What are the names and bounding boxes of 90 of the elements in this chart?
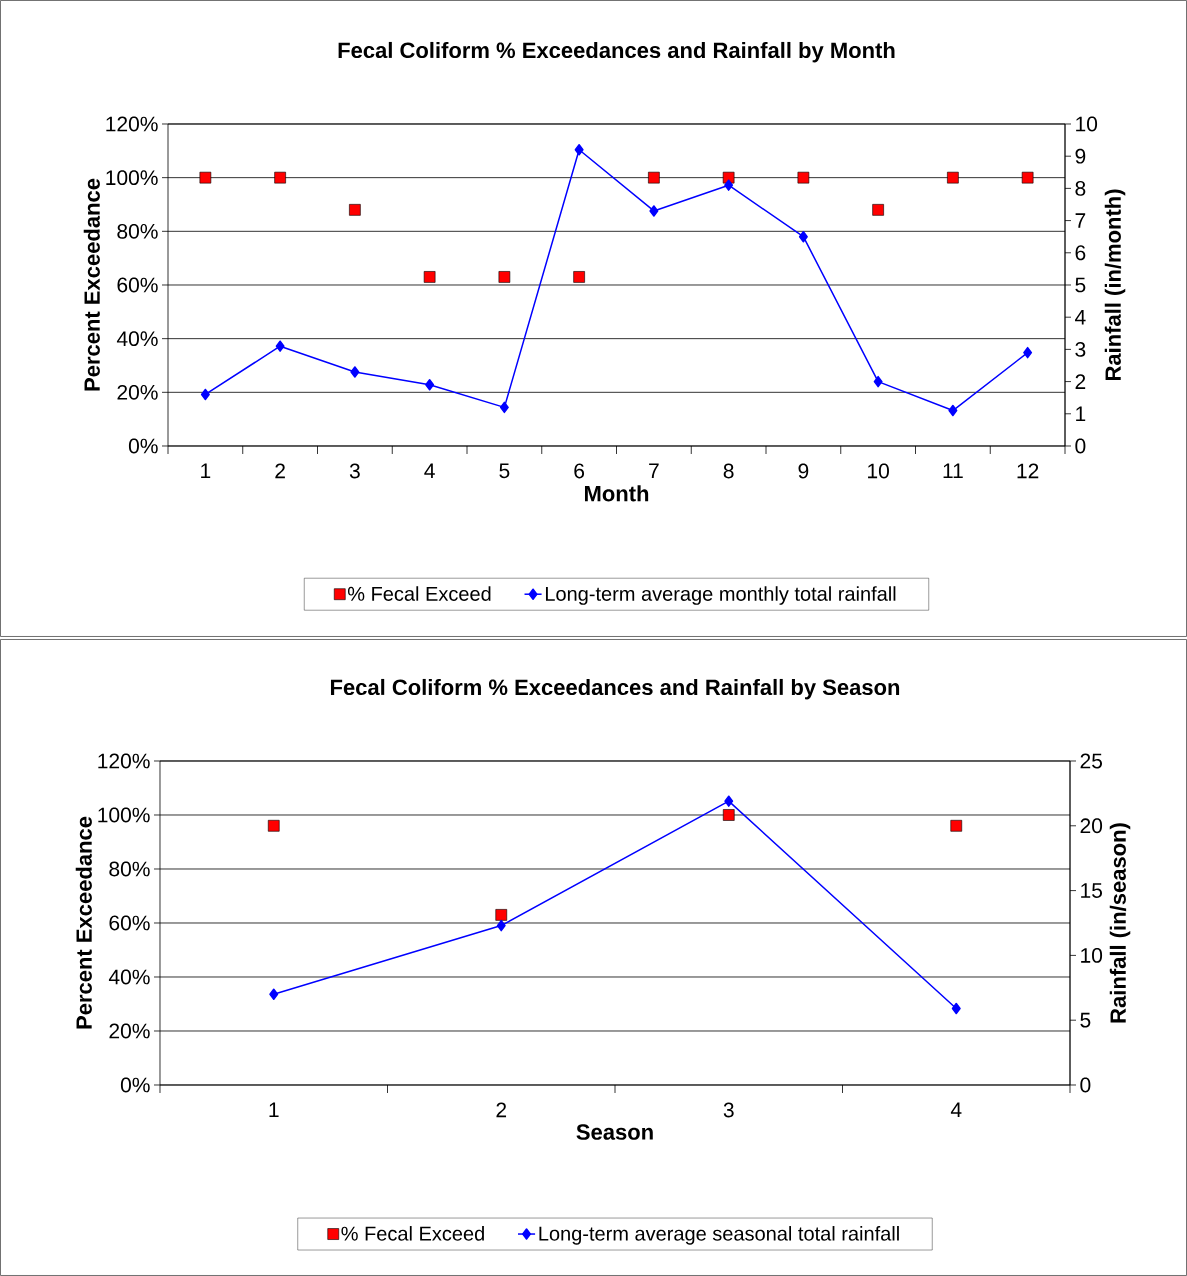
point bbox=[350, 366, 360, 378]
point bbox=[722, 809, 735, 821]
point bbox=[499, 401, 509, 414]
y2-tick-label: 5 bbox=[1075, 277, 1086, 293]
y2-tick-label: 5 bbox=[1080, 1012, 1091, 1028]
x-axis-title: Season bbox=[576, 1124, 653, 1140]
x-tick-label: 9 bbox=[798, 463, 809, 479]
y-tick-label: 0% bbox=[120, 1077, 150, 1093]
point bbox=[797, 171, 810, 184]
point bbox=[573, 271, 585, 283]
y2-tick-label: 7 bbox=[1075, 213, 1086, 228]
y2-tick-label: 10 bbox=[1076, 116, 1098, 132]
point bbox=[948, 404, 958, 417]
y2-tick-label: 6 bbox=[1075, 245, 1086, 261]
legend-label: Long-term average seasonal total rainfall bbox=[539, 1226, 899, 1245]
chart-title: Fecal Coliform % Exceedances and Rainfall by Season bbox=[330, 678, 900, 700]
y2-tick-label: 0 bbox=[1075, 438, 1086, 454]
chart-title: Fecal Coliform % Exceedances and Rainfall by Month bbox=[338, 41, 895, 63]
x-tick-label: 3 bbox=[349, 463, 360, 479]
y-tick-label: 120% bbox=[98, 753, 150, 769]
point bbox=[425, 379, 435, 391]
point bbox=[724, 179, 734, 191]
y-tick-label: 80% bbox=[109, 861, 150, 877]
x-tick-label: 3 bbox=[723, 1102, 734, 1118]
y2-tick-label: 20 bbox=[1080, 818, 1103, 834]
point bbox=[950, 819, 963, 832]
y-tick-label: 20% bbox=[109, 1023, 150, 1039]
legend-label: % Fecal Exceed bbox=[347, 586, 491, 601]
point bbox=[648, 171, 660, 184]
x-tick-label: 10 bbox=[868, 463, 889, 479]
y-axis-title: Percent Exceedance bbox=[75, 816, 92, 1029]
x-tick-label: 6 bbox=[574, 463, 585, 479]
point bbox=[873, 375, 883, 388]
point bbox=[1021, 171, 1034, 184]
point bbox=[574, 144, 584, 156]
point bbox=[269, 988, 279, 1001]
x-axis-title: Month bbox=[585, 485, 649, 502]
y2-tick-label: 4 bbox=[1075, 309, 1086, 325]
y-tick-label: 40% bbox=[108, 969, 150, 985]
legend-label: Long-term average monthly total rainfall bbox=[545, 586, 896, 605]
y2-axis-title: Rainfall (in/month) bbox=[1104, 189, 1126, 381]
point bbox=[349, 204, 361, 216]
x-tick-label: 4 bbox=[424, 463, 435, 478]
point bbox=[275, 340, 285, 352]
point bbox=[199, 171, 212, 184]
point bbox=[872, 204, 884, 216]
y-tick-label: 80% bbox=[117, 223, 158, 239]
point bbox=[649, 205, 659, 217]
y-axis-title: Percent Exceedance bbox=[83, 178, 100, 391]
legend-label: % Fecal Exceed bbox=[341, 1226, 484, 1241]
x-tick-label: 8 bbox=[723, 463, 734, 479]
point bbox=[423, 271, 436, 283]
x-tick-label: 1 bbox=[269, 1102, 279, 1117]
y2-tick-label: 1 bbox=[1076, 406, 1086, 422]
y2-tick-label: 2 bbox=[1075, 374, 1086, 389]
y2-tick-label: 15 bbox=[1081, 883, 1103, 898]
x-tick-label: 12 bbox=[1017, 463, 1039, 479]
point bbox=[495, 909, 508, 921]
y2-tick-label: 8 bbox=[1075, 180, 1086, 196]
x-tick-label: 11 bbox=[943, 463, 963, 478]
y-tick-label: 100% bbox=[98, 807, 150, 823]
x-tick-label: 1 bbox=[201, 463, 211, 478]
y2-tick-label: 25 bbox=[1080, 753, 1103, 769]
y-tick-label: 60% bbox=[117, 277, 158, 293]
point bbox=[267, 819, 280, 832]
point bbox=[724, 795, 734, 807]
y2-tick-label: 0 bbox=[1080, 1077, 1091, 1093]
point bbox=[798, 230, 808, 243]
point bbox=[1023, 346, 1033, 359]
point bbox=[496, 919, 506, 932]
point bbox=[274, 171, 286, 184]
point bbox=[200, 388, 210, 401]
y2-tick-label: 10 bbox=[1081, 947, 1103, 963]
y-tick-label: 20% bbox=[117, 384, 158, 400]
y2-tick-label: 3 bbox=[1075, 341, 1086, 357]
x-tick-label: 2 bbox=[496, 1102, 507, 1118]
x-tick-label: 7 bbox=[649, 463, 659, 478]
point bbox=[951, 1002, 961, 1015]
point bbox=[947, 171, 959, 184]
y-tick-label: 60% bbox=[109, 915, 150, 931]
y-tick-label: 0% bbox=[128, 438, 158, 454]
y-tick-label: 40% bbox=[116, 331, 158, 347]
y-tick-label: 100% bbox=[106, 170, 158, 186]
y2-tick-label: 9 bbox=[1075, 148, 1086, 164]
y2-axis-title: Rainfall (in/season) bbox=[1109, 823, 1131, 1023]
x-tick-label: 5 bbox=[499, 463, 510, 479]
x-tick-label: 4 bbox=[950, 1102, 962, 1117]
y-tick-label: 120% bbox=[106, 116, 158, 132]
x-tick-label: 2 bbox=[275, 463, 285, 479]
point bbox=[498, 271, 511, 283]
